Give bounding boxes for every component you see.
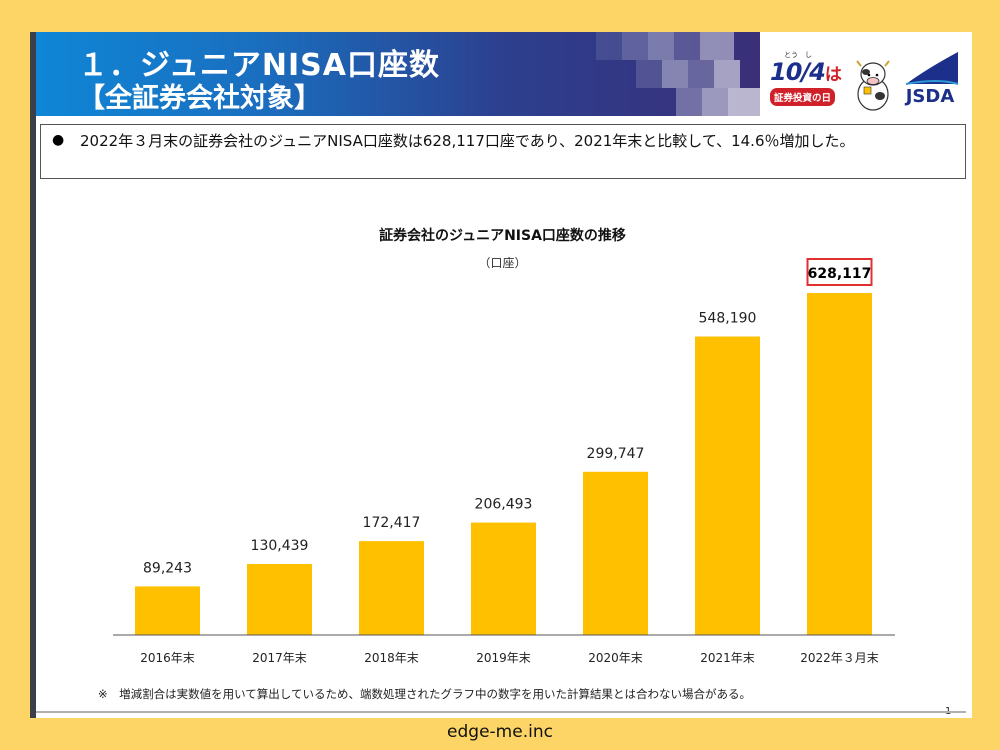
data-label: 89,243 [143, 560, 192, 576]
jsda-logo-text: JSDA [905, 86, 955, 107]
summary-text: 2022年３月末の証券会社のジュニアNISA口座数は628,117口座であり、2… [80, 132, 855, 150]
data-label: 628,117 [808, 266, 872, 282]
x-tick-label: 2018年末 [364, 651, 419, 665]
x-tick-label: 2021年末 [700, 651, 755, 665]
jsda-logo-icon [905, 52, 959, 85]
bar [695, 336, 760, 635]
logo-label: 証券投資の日 [770, 88, 836, 106]
data-label: 172,417 [363, 515, 421, 531]
page-subtitle: 【全証券会社対象】 [78, 83, 321, 114]
slide-accent-bar [30, 32, 36, 718]
data-label: 206,493 [475, 497, 533, 513]
x-tick-label: 2022年３月末 [800, 651, 879, 665]
footnote: ※ 増減割合は実数値を用いて算出しているため、端数処理されたグラフ中の数字を用い… [98, 687, 751, 701]
x-tick-label: 2017年末 [252, 651, 307, 665]
bar [583, 471, 648, 635]
securities-day-logo: とう し 10/4は 証券投資の日 [770, 51, 850, 112]
bar [135, 586, 200, 635]
bottom-divider [36, 711, 966, 713]
summary-box [40, 124, 966, 179]
bar [471, 522, 536, 635]
bar [247, 563, 312, 635]
data-label: 130,439 [251, 538, 309, 554]
x-tick-label: 2020年末 [588, 651, 643, 665]
bar [807, 293, 872, 635]
data-label: 299,747 [587, 446, 645, 462]
highlight-label-box [806, 258, 873, 286]
chart-title: 証券会社のジュニアNISA口座数の推移 [379, 228, 626, 244]
x-tick-label: 2016年末 [140, 651, 195, 665]
logo-ruby: とう し [784, 51, 812, 59]
page-title: １．ジュニアNISA口座数 [78, 48, 440, 83]
x-tick-label: 2019年末 [476, 651, 531, 665]
logo-date-text: 10/4は [770, 58, 842, 86]
cow-mascot-icon [856, 60, 890, 111]
chart-unit-label: （口座） [478, 256, 527, 270]
title-banner [36, 32, 760, 116]
data-label: 548,190 [699, 311, 757, 327]
bullet-icon: ● [52, 132, 65, 148]
footer-text: edge-me.inc [447, 722, 553, 742]
bar [359, 541, 424, 635]
